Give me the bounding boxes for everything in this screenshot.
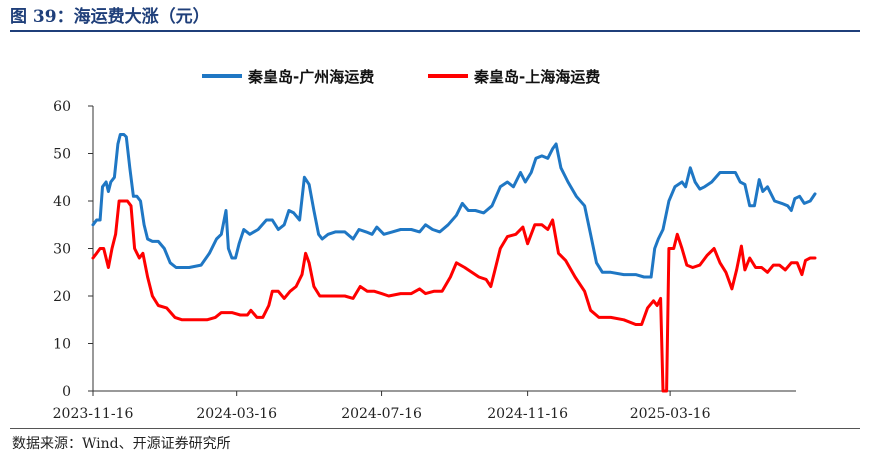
legend-label-1: 秦皇岛-广州海运费 xyxy=(247,68,374,86)
title-rule xyxy=(10,30,860,32)
y-tick-label: 40 xyxy=(53,194,71,210)
y-tick-label: 20 xyxy=(53,289,71,305)
y-tick-label: 0 xyxy=(62,384,71,400)
y-tick-label: 30 xyxy=(53,242,71,258)
x-tick-label: 2024-07-16 xyxy=(341,406,422,422)
x-tick-label: 2024-03-16 xyxy=(196,406,277,422)
line-chart: 秦皇岛-广州海运费 秦皇岛-上海海运费 0 10 20 30 40 50 60 2023-11-… xyxy=(53,68,817,422)
y-tick-label: 10 xyxy=(53,337,71,353)
figure-title: 图 39：海运费大涨（元） xyxy=(10,7,210,27)
x-tick-label: 2023-11-16 xyxy=(53,406,134,422)
legend-label-2: 秦皇岛-上海海运费 xyxy=(473,68,600,86)
x-tick-label: 2024-11-16 xyxy=(487,406,568,422)
source-note: 数据来源：Wind、开源证券研究所 xyxy=(12,436,231,452)
series-line-1 xyxy=(91,133,817,279)
y-tick-label: 50 xyxy=(53,147,71,163)
y-tick-label: 60 xyxy=(53,99,71,115)
series-line-2 xyxy=(91,199,817,393)
axes: 0 10 20 30 40 50 60 2023-11-16 2024-03-16 2024-07… xyxy=(53,99,796,422)
x-tick-label: 2025-03-16 xyxy=(630,406,711,422)
legend: 秦皇岛-广州海运费 秦皇岛-上海海运费 xyxy=(202,68,600,86)
series-group xyxy=(91,133,817,393)
source-rule xyxy=(10,428,860,429)
